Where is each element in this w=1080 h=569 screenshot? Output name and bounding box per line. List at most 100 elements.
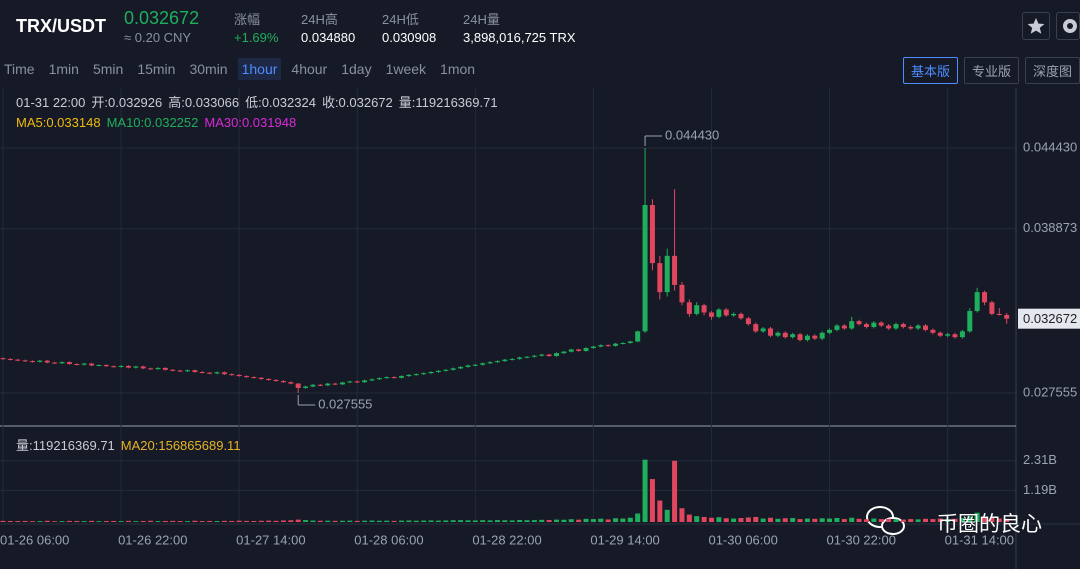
volume-bar (775, 518, 781, 522)
candle-body (989, 302, 995, 314)
candle-body (273, 379, 279, 382)
candle-body (524, 356, 530, 358)
candle-body (657, 263, 663, 293)
volume-bar (915, 519, 921, 522)
interval-button[interactable]: 1min (48, 61, 79, 77)
volume-bar (52, 521, 58, 522)
volume-bar (421, 520, 427, 522)
y-tick-label: 0.027555 (1023, 384, 1077, 399)
interval-button[interactable]: 4hour (291, 61, 328, 77)
candle-body (664, 255, 670, 293)
interval-button[interactable]: 1week (385, 61, 427, 77)
candle-body (642, 205, 648, 332)
candle-body (723, 309, 729, 316)
volume-bar (354, 520, 360, 522)
view-button[interactable]: 深度图 (1024, 57, 1080, 84)
x-tick-label: 01-27 14:00 (236, 532, 305, 547)
candle-body (258, 377, 264, 379)
candle-body (170, 369, 176, 371)
volume-bar (435, 520, 441, 522)
volume-bar (244, 520, 250, 522)
last-price: 0.032672 (124, 8, 200, 28)
candle-body (686, 302, 692, 314)
candle-body (66, 362, 72, 365)
favorite-button[interactable] (1022, 12, 1050, 40)
volume-bar (303, 520, 309, 522)
candle-body (1004, 314, 1010, 319)
candle-body (923, 325, 928, 330)
volume-bar (480, 520, 486, 522)
candle-body (148, 368, 154, 370)
volume-bar (310, 520, 316, 522)
interval-button[interactable]: 1day (341, 61, 372, 77)
volume-bar (841, 519, 847, 522)
interval-button[interactable]: Time (4, 61, 35, 77)
interval-button[interactable]: 30min (189, 61, 228, 77)
info-item: 高:0.033066 (168, 95, 239, 110)
settings-button[interactable] (1056, 12, 1080, 40)
candle-body (413, 374, 419, 376)
interval-button[interactable]: 1hour (237, 58, 282, 80)
view-button[interactable]: 基本版 (902, 57, 958, 84)
volume-bar (768, 517, 774, 522)
gear-icon (1063, 19, 1077, 33)
volume-bar (22, 520, 28, 522)
candle-body (546, 354, 552, 357)
volume-bar (886, 518, 892, 522)
candle-body (871, 322, 877, 327)
candle-body (760, 328, 766, 332)
stat-label: 24H低 (382, 12, 419, 27)
volume-bar (251, 520, 257, 522)
candle-body (177, 370, 183, 372)
volume-bar (878, 519, 884, 522)
volume-bar (790, 518, 796, 522)
volume-bar (325, 520, 331, 522)
candle-body (915, 325, 921, 329)
volume-bar (959, 518, 965, 522)
candle-body (391, 377, 397, 379)
candle-body (332, 383, 338, 385)
volume-bar (125, 520, 131, 522)
volume-bar (723, 518, 729, 522)
stat-value: +1.69% (234, 30, 279, 45)
candle-body (155, 367, 161, 370)
interval-button[interactable]: 1mon (440, 61, 476, 77)
volume-bar (450, 520, 456, 522)
info-item: MA10:0.032252 (107, 115, 199, 130)
candle-body (214, 372, 220, 374)
candle-body (701, 305, 707, 313)
volume-bar (376, 520, 382, 522)
interval-toolbar: Time 1min 5min 15min 30min 1hour 4hour 1day 1wee… (0, 57, 485, 81)
interval-button[interactable]: 5min (92, 61, 124, 77)
candle-body (886, 325, 892, 329)
volume-bar (74, 520, 80, 522)
candle-body (782, 332, 788, 338)
volume-bar (487, 520, 493, 522)
volume-bar (708, 517, 714, 522)
candle-body (30, 361, 36, 363)
candle-body (517, 357, 523, 359)
volume-bar (177, 521, 183, 522)
candle-body (804, 335, 810, 341)
volume-bar (745, 517, 751, 522)
view-button[interactable]: 专业版 (963, 57, 1019, 84)
candle-body (790, 334, 796, 338)
candle-body (893, 324, 899, 329)
volume-bar (635, 513, 641, 522)
candle-body (347, 381, 353, 383)
interval-button[interactable]: 15min (137, 61, 176, 77)
candle-body (207, 372, 213, 374)
volume-bar (185, 521, 190, 522)
volume-bar (103, 521, 109, 522)
candle-body (244, 376, 250, 378)
candle-body (450, 368, 456, 370)
volume-bar (694, 516, 700, 522)
volume-bar (443, 520, 449, 522)
candle-body (863, 324, 869, 327)
view-switch: 基本版 专业版 深度图 (902, 57, 1080, 84)
candle-body (819, 332, 825, 339)
candle-body (856, 321, 862, 325)
volume-bar (81, 521, 87, 522)
